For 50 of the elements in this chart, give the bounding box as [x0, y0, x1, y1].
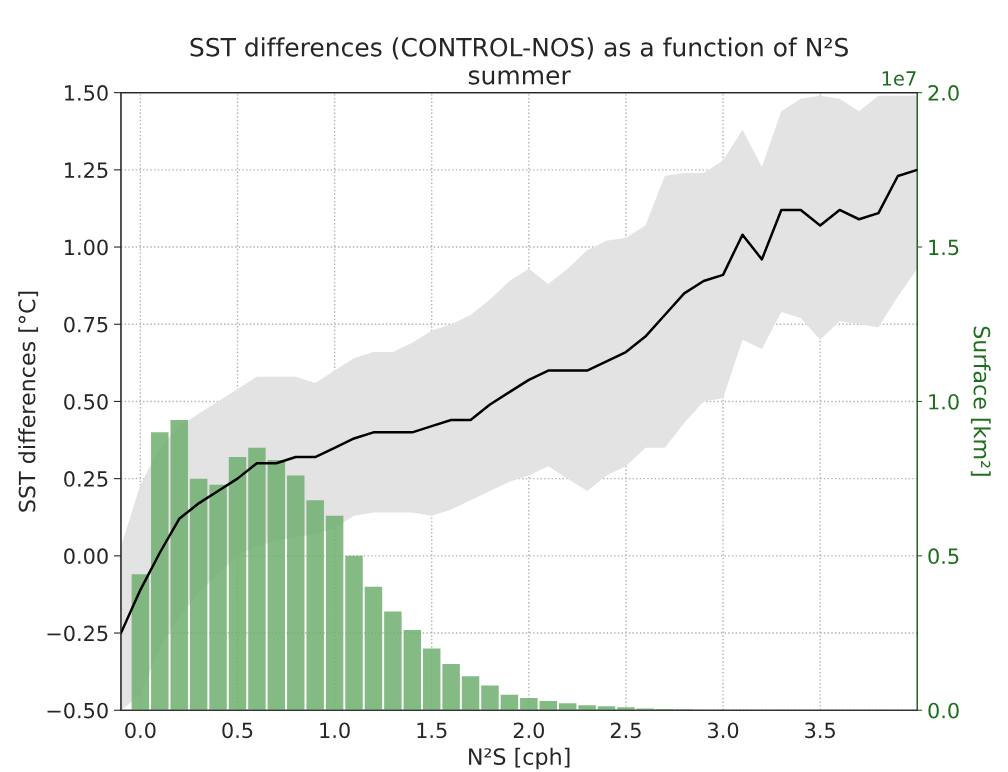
x-tick-label: 2.5 [610, 722, 641, 739]
bar [500, 694, 519, 711]
text: 1e7 [882, 71, 916, 86]
y-tick-label: 0.50 [64, 393, 108, 410]
y-tick-label: 0.75 [64, 316, 108, 333]
y2-tick-label: 0.0 [928, 702, 959, 719]
bar [520, 697, 538, 711]
y-tick-label: 0.25 [64, 471, 108, 487]
x-tick-label: 0.0 [125, 722, 156, 739]
line-series [120, 168, 918, 635]
bar [422, 648, 441, 711]
x-axis-title: N²S [cph] [469, 747, 570, 770]
bar [248, 447, 266, 711]
bar [461, 676, 480, 711]
bar [384, 611, 402, 711]
y2-tick-label: 0.5 [928, 548, 959, 565]
x-tick-label: 1.5 [417, 722, 447, 739]
bar [481, 685, 499, 711]
y-tick-label: −0.25 [47, 625, 108, 642]
y2-tick-label: 1.0 [929, 393, 959, 410]
bar [228, 457, 247, 711]
y-tick-label: 1.00 [65, 239, 108, 256]
x-tick-label: 3.0 [708, 722, 739, 739]
bar [131, 574, 150, 711]
y-tick-label: 0.00 [64, 548, 108, 565]
x-tick-label: 2.0 [513, 722, 545, 739]
x-tick-label: 1.0 [320, 722, 350, 739]
y-tick-label: 1.50 [65, 85, 108, 101]
bar [325, 515, 344, 711]
bar [364, 586, 383, 711]
y2-tick-label: 1.5 [929, 239, 959, 256]
bar [539, 700, 557, 711]
bar [442, 663, 460, 711]
y-tick-label: −0.50 [47, 702, 108, 719]
chart-title: SST differences (CONTROL-NOS) as a function of N²S summer [190, 37, 848, 85]
bar [189, 478, 208, 711]
bar [558, 703, 577, 711]
bar [345, 555, 363, 711]
y2-tick-label: 2.0 [928, 85, 959, 101]
bar [578, 705, 596, 711]
bar [597, 706, 616, 711]
y-tick-label: 1.25 [65, 162, 108, 179]
bar [209, 484, 227, 711]
x-tick-label: 3.5 [805, 722, 835, 739]
x-tick-label: 0.5 [222, 722, 253, 739]
bar [403, 629, 422, 711]
bar [617, 707, 635, 711]
y2-axis-title: Surface [km²] [970, 326, 991, 476]
y-axis-title: SST differences [°C] [18, 291, 39, 512]
bar [267, 460, 286, 711]
